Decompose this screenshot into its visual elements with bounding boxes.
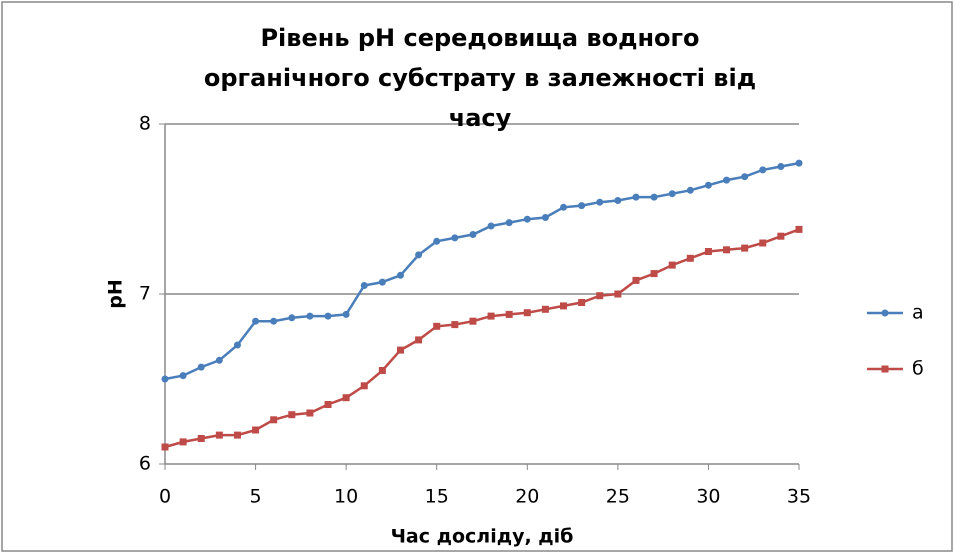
marker xyxy=(686,254,694,262)
legend-label: а xyxy=(912,302,924,324)
marker xyxy=(360,282,368,289)
marker xyxy=(324,401,332,408)
marker xyxy=(741,244,749,252)
marker xyxy=(578,299,586,306)
marker xyxy=(288,314,296,322)
legend-label: б xyxy=(912,358,924,380)
marker xyxy=(668,261,676,269)
marker xyxy=(487,222,495,230)
marker xyxy=(378,367,386,374)
marker xyxy=(233,431,241,439)
marker xyxy=(179,372,187,380)
marker xyxy=(541,214,549,221)
marker xyxy=(415,336,423,344)
marker xyxy=(596,292,604,300)
marker xyxy=(451,234,459,242)
marker xyxy=(505,219,513,227)
x-tick-label: 35 xyxy=(787,486,811,508)
marker xyxy=(306,409,314,417)
marker xyxy=(433,237,441,245)
marker xyxy=(433,322,441,330)
x-tick-label: 5 xyxy=(250,486,262,508)
marker xyxy=(686,186,694,194)
marker xyxy=(197,363,205,371)
marker xyxy=(270,416,278,424)
x-tick-label: 15 xyxy=(425,486,449,508)
marker xyxy=(342,394,350,402)
marker xyxy=(795,159,803,167)
x-axis-label: Час досліду, діб xyxy=(391,526,574,548)
marker xyxy=(777,163,785,170)
marker xyxy=(668,190,676,198)
legend-marker xyxy=(881,309,889,317)
marker xyxy=(759,239,767,247)
marker xyxy=(197,435,205,442)
x-tick-label: 10 xyxy=(334,486,358,508)
marker xyxy=(650,270,658,278)
marker xyxy=(704,248,712,255)
marker xyxy=(270,317,278,325)
marker xyxy=(795,225,803,233)
marker xyxy=(215,356,223,364)
marker xyxy=(233,341,241,349)
marker xyxy=(451,321,459,329)
x-tick-label: 25 xyxy=(606,486,630,508)
x-tick-label: 0 xyxy=(159,486,171,508)
marker xyxy=(252,426,260,434)
marker xyxy=(614,290,622,298)
marker xyxy=(487,312,495,320)
marker xyxy=(342,310,350,318)
marker xyxy=(505,310,513,318)
marker xyxy=(541,305,549,313)
marker xyxy=(215,431,223,439)
marker xyxy=(777,232,785,240)
marker xyxy=(360,382,368,390)
marker xyxy=(560,302,568,310)
marker xyxy=(396,271,404,279)
marker xyxy=(723,176,731,184)
marker xyxy=(632,193,640,201)
y-tick-label: 7 xyxy=(139,283,151,305)
marker xyxy=(288,411,296,419)
x-tick-label: 30 xyxy=(696,486,720,508)
y-axis-label: pH xyxy=(105,279,127,309)
marker xyxy=(578,202,586,210)
marker xyxy=(704,181,712,189)
marker xyxy=(560,203,568,211)
marker xyxy=(469,317,477,325)
marker xyxy=(723,246,731,254)
y-tick-label: 8 xyxy=(139,113,151,135)
marker xyxy=(396,346,404,354)
marker xyxy=(469,231,477,238)
marker xyxy=(759,166,767,174)
marker xyxy=(179,438,187,446)
y-tick-label: 6 xyxy=(139,453,151,475)
x-tick-label: 20 xyxy=(515,486,539,508)
marker xyxy=(632,276,640,284)
marker xyxy=(378,278,386,286)
marker xyxy=(596,198,604,206)
chart-title: Рівень pH середовища водного органічного… xyxy=(203,24,757,132)
marker xyxy=(741,173,749,181)
marker xyxy=(324,312,332,320)
marker xyxy=(306,312,314,320)
marker xyxy=(523,215,531,223)
marker xyxy=(650,193,658,201)
marker xyxy=(161,375,169,383)
marker xyxy=(161,443,169,451)
legend-marker xyxy=(881,365,889,373)
marker xyxy=(523,309,531,317)
marker xyxy=(614,197,622,204)
marker xyxy=(415,251,423,259)
marker xyxy=(252,317,260,325)
